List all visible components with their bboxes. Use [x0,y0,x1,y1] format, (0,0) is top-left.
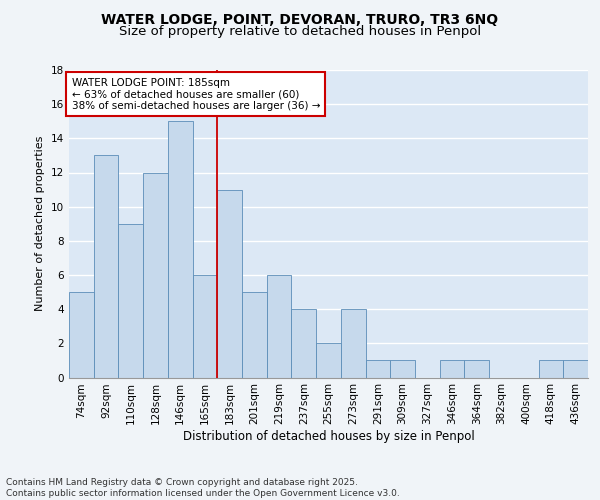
Bar [168,121,193,378]
Text: WATER LODGE POINT: 185sqm
← 63% of detached houses are smaller (60)
38% of semi-: WATER LODGE POINT: 185sqm ← 63% of detac… [71,78,320,111]
Bar [539,360,563,378]
X-axis label: Distribution of detached houses by size in Penpol: Distribution of detached houses by size … [182,430,475,443]
Bar [242,292,267,378]
Bar [440,360,464,378]
Bar [193,275,217,378]
Bar [464,360,489,378]
Bar [143,172,168,378]
Bar [563,360,588,378]
Bar [341,309,365,378]
Bar [316,344,341,378]
Y-axis label: Number of detached properties: Number of detached properties [35,136,46,312]
Bar [365,360,390,378]
Bar [292,309,316,378]
Bar [94,156,118,378]
Bar [267,275,292,378]
Bar [118,224,143,378]
Bar [390,360,415,378]
Text: Size of property relative to detached houses in Penpol: Size of property relative to detached ho… [119,25,481,38]
Text: WATER LODGE, POINT, DEVORAN, TRURO, TR3 6NQ: WATER LODGE, POINT, DEVORAN, TRURO, TR3 … [101,12,499,26]
Text: Contains HM Land Registry data © Crown copyright and database right 2025.
Contai: Contains HM Land Registry data © Crown c… [6,478,400,498]
Bar [69,292,94,378]
Bar [217,190,242,378]
